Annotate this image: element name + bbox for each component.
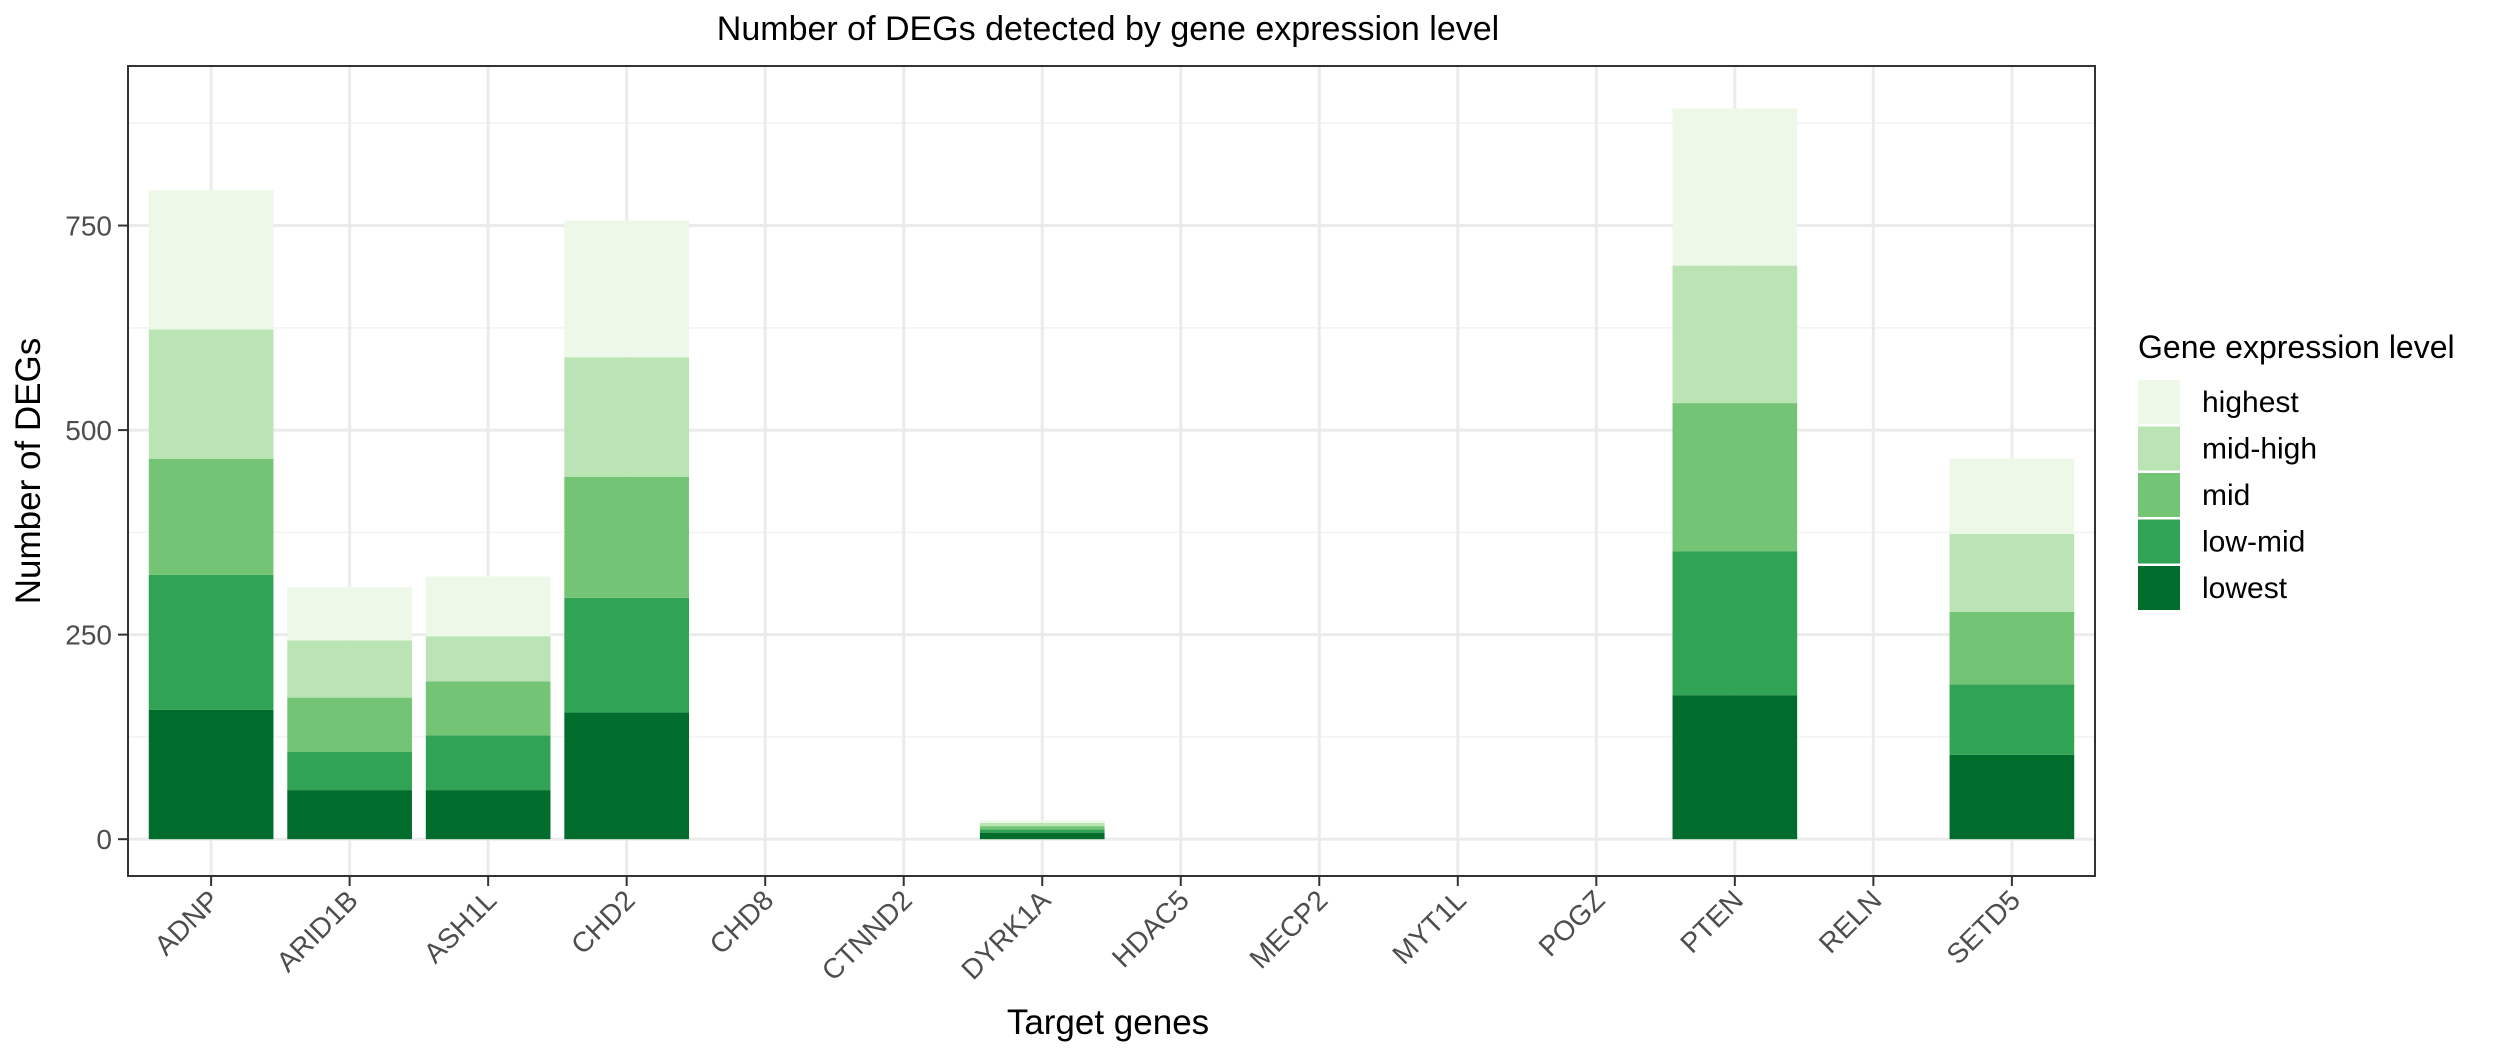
bar-DYRK1A-lowest[interactable]: [979, 832, 1105, 840]
legend-title: Gene expression level: [2138, 329, 2455, 365]
bar-CHD2-mid[interactable]: [564, 476, 690, 598]
bar-ADNP-lowest[interactable]: [148, 709, 274, 840]
legend-label-highest: highest: [2202, 386, 2299, 419]
bar-SETD5-mid[interactable]: [1949, 611, 2075, 685]
bar-PTEN-low-mid[interactable]: [1672, 551, 1798, 696]
y-tick-label: 750: [65, 211, 112, 242]
bar-PTEN-lowest[interactable]: [1672, 695, 1798, 840]
bar-SETD5-lowest[interactable]: [1949, 754, 2075, 840]
legend-key-low-mid: [2138, 519, 2180, 564]
bar-ASH1L-highest[interactable]: [425, 576, 551, 637]
bar-DYRK1A-highest[interactable]: [979, 820, 1105, 823]
legend-key-mid: [2138, 473, 2180, 517]
bar-ASH1L-mid[interactable]: [425, 681, 551, 736]
bar-CHD2-lowest[interactable]: [564, 712, 690, 840]
bars-layer: [148, 108, 2075, 840]
bar-ADNP-mid[interactable]: [148, 458, 274, 575]
bar-CHD2-mid-high[interactable]: [564, 357, 690, 477]
bar-ADNP-mid-high[interactable]: [148, 329, 274, 459]
y-tick-label: 0: [96, 824, 112, 855]
bar-ARID1B-mid-high[interactable]: [287, 640, 412, 698]
bar-CHD2-highest[interactable]: [564, 220, 690, 358]
bar-DYRK1A-low-mid[interactable]: [979, 829, 1105, 833]
bar-ADNP-highest[interactable]: [148, 190, 274, 330]
bar-SETD5-mid-high[interactable]: [1949, 534, 2075, 612]
bar-CHD2-low-mid[interactable]: [564, 597, 690, 713]
x-axis-title: Target genes: [1007, 1003, 1209, 1042]
legend-label-low-mid: low-mid: [2202, 526, 2305, 559]
legend-key-mid-high: [2138, 426, 2180, 471]
bar-ARID1B-lowest[interactable]: [287, 790, 412, 840]
legend: Gene expression level highest mid-high mid…: [2138, 329, 2455, 610]
legend-label-lowest: lowest: [2202, 572, 2288, 605]
bar-ARID1B-low-mid[interactable]: [287, 751, 412, 791]
bar-DYRK1A-mid[interactable]: [979, 826, 1105, 830]
bar-ASH1L-low-mid[interactable]: [425, 735, 551, 791]
y-tick-label: 250: [65, 620, 112, 651]
bar-ASH1L-lowest[interactable]: [425, 790, 551, 840]
legend-label-mid-high: mid-high: [2202, 433, 2317, 466]
bar-ARID1B-mid[interactable]: [287, 697, 412, 752]
bar-PTEN-mid-high[interactable]: [1672, 265, 1798, 404]
chart-title: Number of DEGs detected by gene expressi…: [717, 10, 1499, 48]
y-axis: 0 250 500 750: [65, 211, 128, 855]
legend-label-mid: mid: [2202, 479, 2250, 512]
bar-SETD5-highest[interactable]: [1949, 458, 2075, 534]
bar-PTEN-mid[interactable]: [1672, 403, 1798, 552]
legend-key-lowest: [2138, 566, 2180, 610]
bar-PTEN-highest[interactable]: [1672, 108, 1798, 266]
y-tick-label: 500: [65, 415, 112, 446]
legend-key-highest: [2138, 380, 2180, 424]
bar-ARID1B-highest[interactable]: [287, 587, 412, 641]
plot-panel-background: [128, 66, 2095, 876]
bar-ADNP-low-mid[interactable]: [148, 574, 274, 710]
y-axis-title: Number of DEGs: [9, 338, 48, 604]
bar-SETD5-low-mid[interactable]: [1949, 684, 2075, 755]
bar-ASH1L-mid-high[interactable]: [425, 636, 551, 682]
plot-panel-border: [127, 65, 2096, 877]
bar-DYRK1A-mid-high[interactable]: [979, 822, 1105, 827]
